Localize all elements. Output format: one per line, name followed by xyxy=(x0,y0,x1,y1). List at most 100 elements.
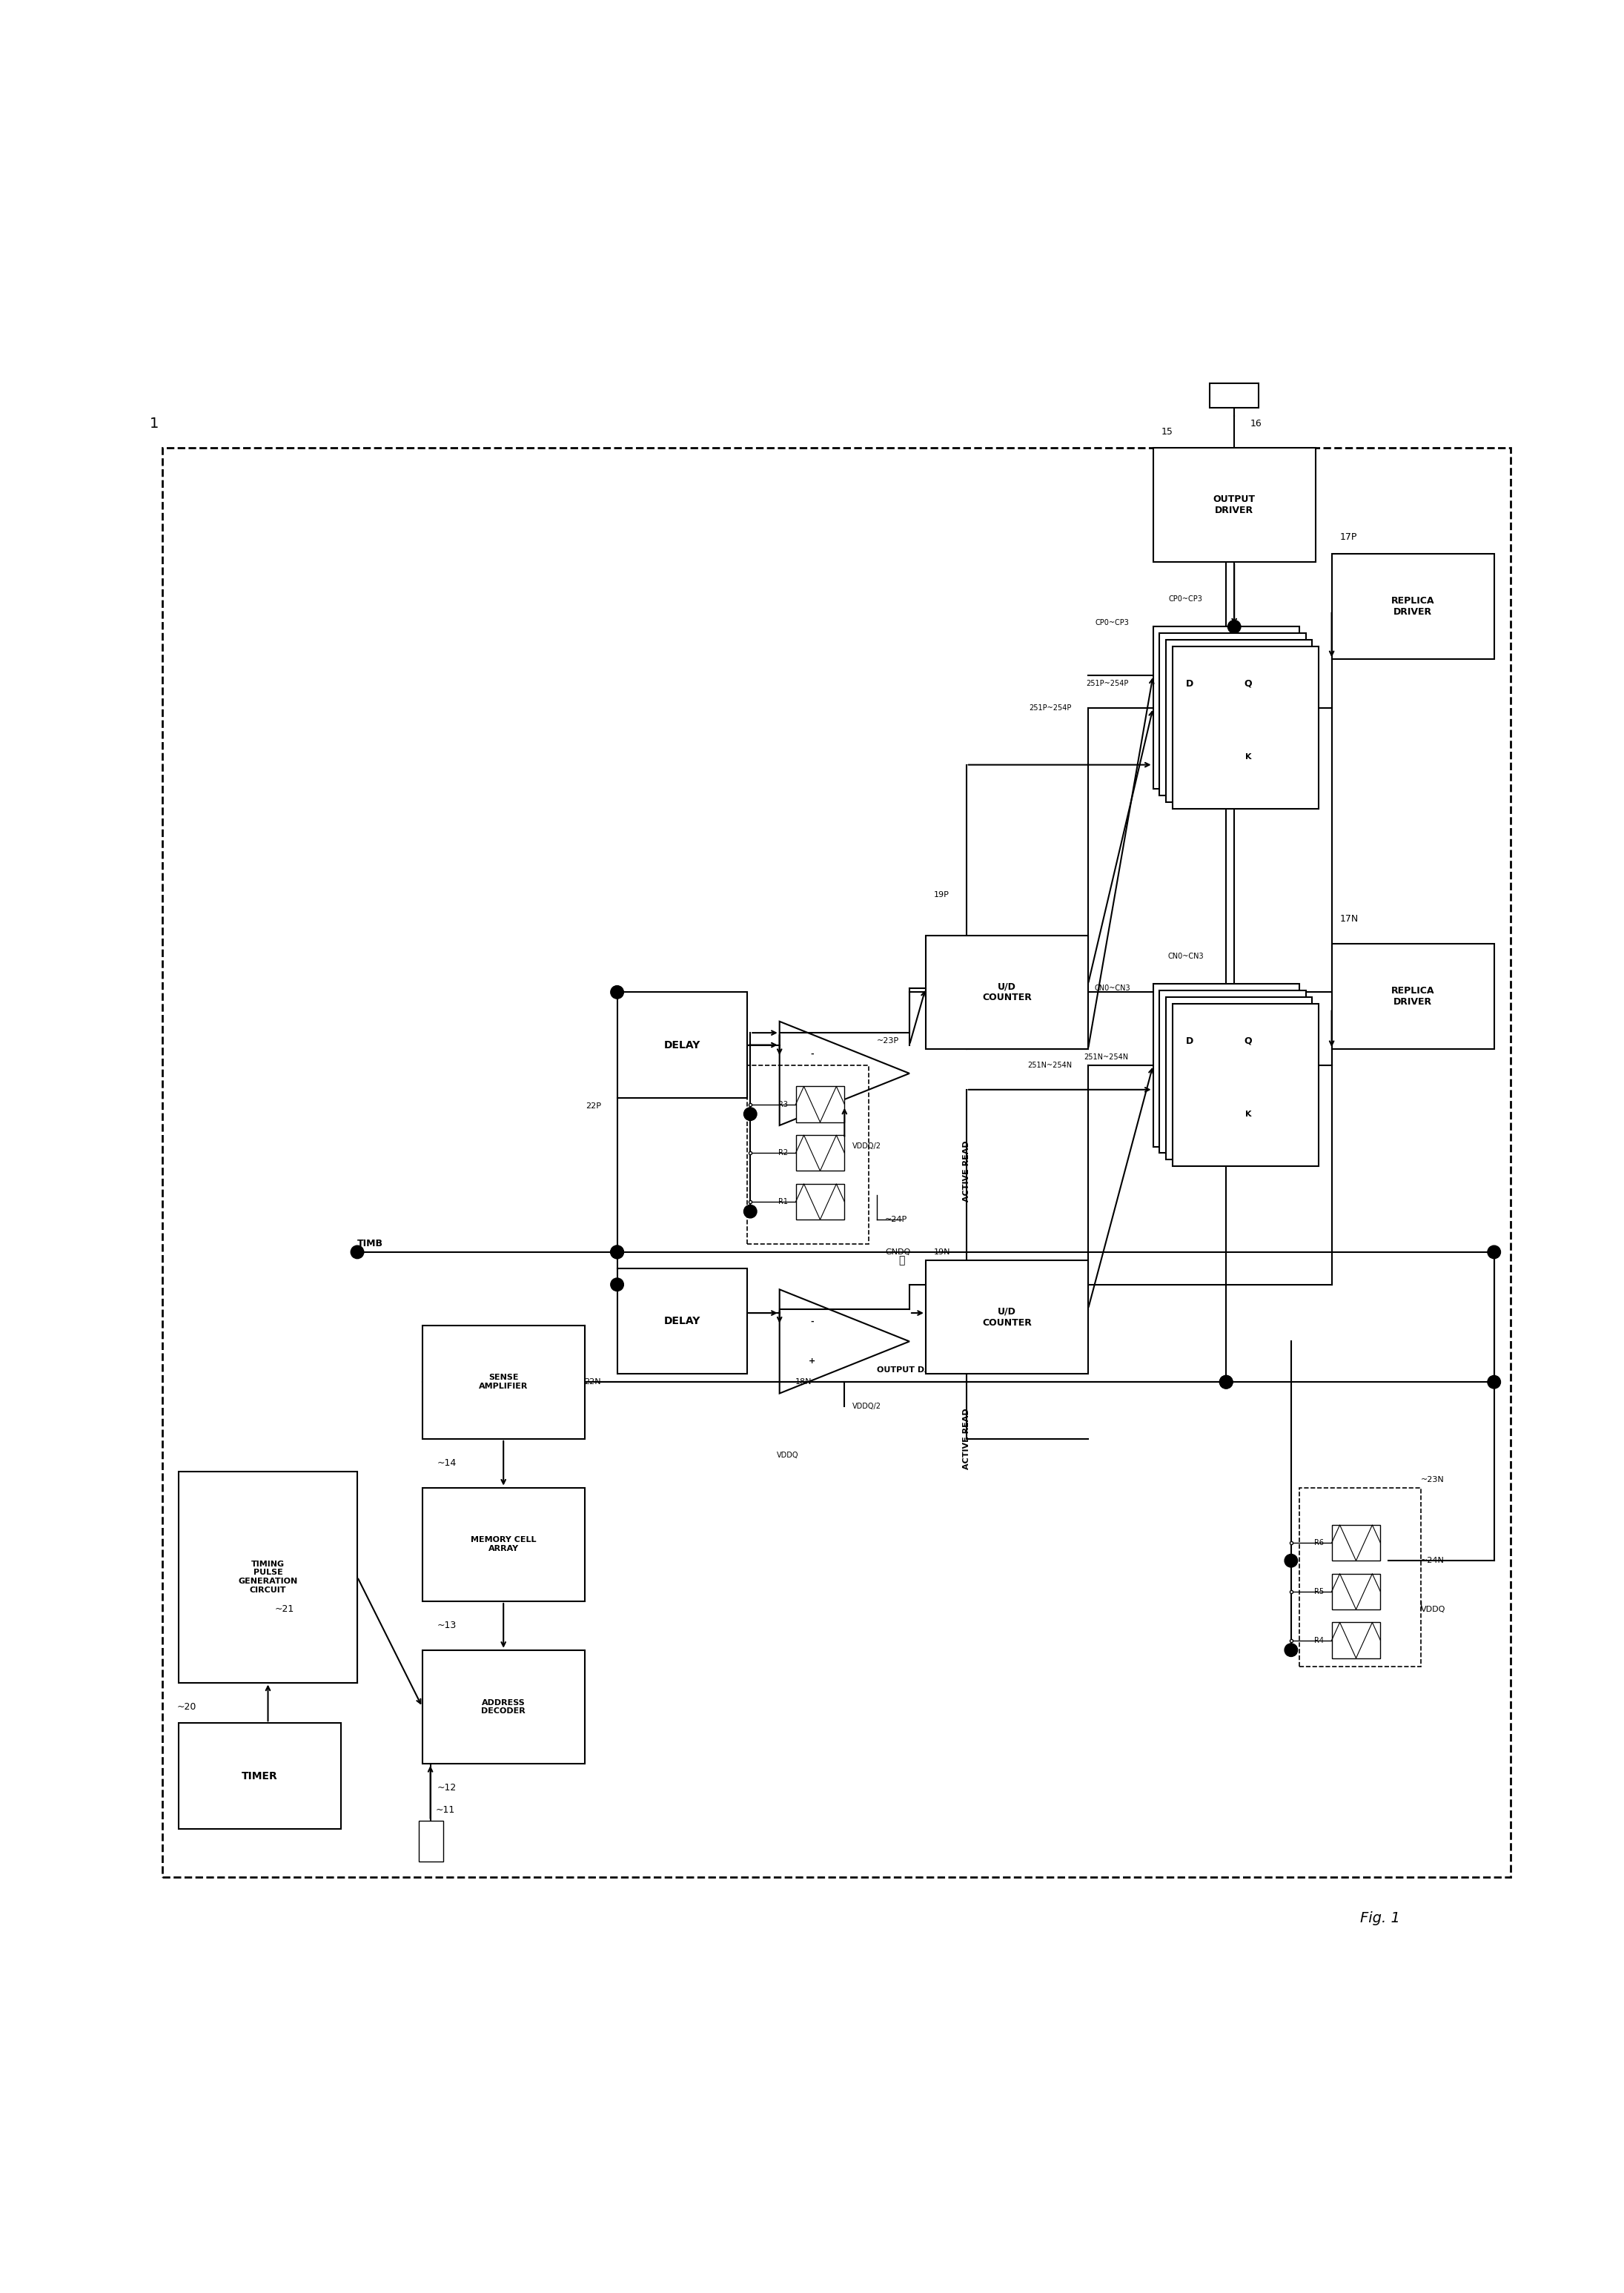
FancyBboxPatch shape xyxy=(1160,633,1306,796)
FancyBboxPatch shape xyxy=(1332,1525,1380,1562)
Text: 17P: 17P xyxy=(1340,532,1358,541)
Text: +: + xyxy=(809,1357,815,1364)
Text: DELAY: DELAY xyxy=(664,1039,700,1050)
Text: Fig. 1: Fig. 1 xyxy=(1361,1910,1400,1926)
FancyBboxPatch shape xyxy=(1299,1488,1421,1667)
Text: ~14: ~14 xyxy=(437,1458,456,1468)
Text: R6: R6 xyxy=(1314,1539,1324,1545)
Circle shape xyxy=(611,986,624,1000)
FancyBboxPatch shape xyxy=(1210,383,1259,408)
Text: 19P: 19P xyxy=(934,892,950,899)
Text: CN0~CN3: CN0~CN3 xyxy=(1095,984,1130,993)
Text: DELAY: DELAY xyxy=(664,1316,700,1325)
Circle shape xyxy=(611,1245,624,1259)
Circle shape xyxy=(1228,619,1241,633)
FancyBboxPatch shape xyxy=(419,1821,443,1862)
Text: D: D xyxy=(1186,679,1194,688)
Text: 1: 1 xyxy=(149,417,159,431)
Text: TIMER: TIMER xyxy=(242,1770,278,1782)
Circle shape xyxy=(1488,1376,1501,1390)
Text: -: - xyxy=(810,1318,814,1325)
Text: ~24N: ~24N xyxy=(1421,1557,1445,1564)
Text: ~21: ~21 xyxy=(274,1605,294,1614)
FancyBboxPatch shape xyxy=(1332,553,1494,658)
FancyBboxPatch shape xyxy=(617,993,747,1098)
FancyBboxPatch shape xyxy=(1332,1573,1380,1610)
Text: R2: R2 xyxy=(778,1149,788,1156)
Text: K: K xyxy=(1246,752,1250,761)
Text: U/D
COUNTER: U/D COUNTER xyxy=(983,981,1031,1002)
FancyBboxPatch shape xyxy=(1173,647,1319,809)
Text: ~13: ~13 xyxy=(437,1621,456,1630)
FancyBboxPatch shape xyxy=(926,1261,1088,1374)
Circle shape xyxy=(351,1245,364,1259)
Text: ~23N: ~23N xyxy=(1421,1477,1444,1484)
Text: 22P: 22P xyxy=(585,1103,601,1110)
Text: R4: R4 xyxy=(1314,1637,1324,1644)
Text: ACTIVE READ: ACTIVE READ xyxy=(963,1140,970,1202)
FancyBboxPatch shape xyxy=(1166,640,1312,803)
Text: 18P: 18P xyxy=(796,1110,812,1117)
FancyBboxPatch shape xyxy=(747,1066,869,1245)
FancyBboxPatch shape xyxy=(617,1268,747,1374)
Text: D: D xyxy=(1186,1036,1194,1046)
Text: ~20: ~20 xyxy=(177,1701,197,1711)
Circle shape xyxy=(1285,1644,1298,1656)
FancyBboxPatch shape xyxy=(1173,1004,1319,1167)
Text: ~11: ~11 xyxy=(435,1805,455,1814)
Text: R5: R5 xyxy=(1314,1587,1324,1596)
Text: Q: Q xyxy=(1244,679,1252,688)
Text: TIMING
PULSE
GENERATION
CIRCUIT: TIMING PULSE GENERATION CIRCUIT xyxy=(239,1559,297,1594)
FancyBboxPatch shape xyxy=(1160,991,1306,1153)
Circle shape xyxy=(744,1206,757,1218)
Text: ~12: ~12 xyxy=(437,1784,456,1793)
Text: REPLICA
DRIVER: REPLICA DRIVER xyxy=(1392,596,1434,617)
FancyBboxPatch shape xyxy=(1332,942,1494,1048)
Text: 16: 16 xyxy=(1250,420,1262,429)
FancyBboxPatch shape xyxy=(796,1183,844,1220)
Text: 19N: 19N xyxy=(934,1247,950,1257)
Text: 15: 15 xyxy=(1161,426,1173,436)
Text: OUTPUT DATA: OUTPUT DATA xyxy=(877,1367,942,1374)
Text: CP0~CP3: CP0~CP3 xyxy=(1169,594,1202,603)
Text: CN0~CN3: CN0~CN3 xyxy=(1168,952,1203,961)
Text: TIMB: TIMB xyxy=(357,1238,383,1250)
Circle shape xyxy=(611,1277,624,1291)
Text: 251N~254N: 251N~254N xyxy=(1028,1062,1072,1069)
Text: Q: Q xyxy=(1244,1036,1252,1046)
Text: GNDQ: GNDQ xyxy=(885,1247,911,1257)
FancyBboxPatch shape xyxy=(796,1087,844,1121)
Text: ADDRESS
DECODER: ADDRESS DECODER xyxy=(481,1699,526,1715)
FancyBboxPatch shape xyxy=(1153,626,1299,789)
Circle shape xyxy=(1220,1376,1233,1390)
Circle shape xyxy=(744,1108,757,1121)
FancyBboxPatch shape xyxy=(422,1325,585,1440)
Text: 251N~254N: 251N~254N xyxy=(1085,1052,1129,1062)
FancyBboxPatch shape xyxy=(926,936,1088,1048)
Circle shape xyxy=(1220,1376,1233,1390)
Text: CP0~CP3: CP0~CP3 xyxy=(1096,619,1129,626)
Text: ACTIVE READ: ACTIVE READ xyxy=(963,1408,970,1470)
FancyBboxPatch shape xyxy=(796,1135,844,1172)
Circle shape xyxy=(1228,1140,1241,1153)
Text: ~24P: ~24P xyxy=(885,1215,908,1222)
FancyBboxPatch shape xyxy=(1153,984,1299,1146)
Text: U/D
COUNTER: U/D COUNTER xyxy=(983,1307,1031,1328)
Text: ~23P: ~23P xyxy=(877,1036,900,1046)
Text: +: + xyxy=(809,1089,815,1096)
Text: MEMORY CELL
ARRAY: MEMORY CELL ARRAY xyxy=(471,1536,536,1552)
FancyBboxPatch shape xyxy=(1153,447,1315,562)
Text: ⏚: ⏚ xyxy=(898,1254,905,1266)
Text: 18N: 18N xyxy=(796,1378,812,1385)
Text: K: K xyxy=(1246,1110,1250,1117)
Text: VDDQ/2: VDDQ/2 xyxy=(853,1403,882,1410)
Text: VDDQ: VDDQ xyxy=(1421,1605,1445,1614)
Text: SENSE
AMPLIFIER: SENSE AMPLIFIER xyxy=(479,1374,528,1390)
Text: R1: R1 xyxy=(778,1197,788,1206)
FancyBboxPatch shape xyxy=(162,447,1510,1878)
FancyBboxPatch shape xyxy=(422,1651,585,1763)
Text: -: - xyxy=(810,1050,814,1057)
Text: 251P~254P: 251P~254P xyxy=(1030,704,1072,711)
FancyBboxPatch shape xyxy=(179,1472,357,1683)
FancyBboxPatch shape xyxy=(179,1722,341,1830)
